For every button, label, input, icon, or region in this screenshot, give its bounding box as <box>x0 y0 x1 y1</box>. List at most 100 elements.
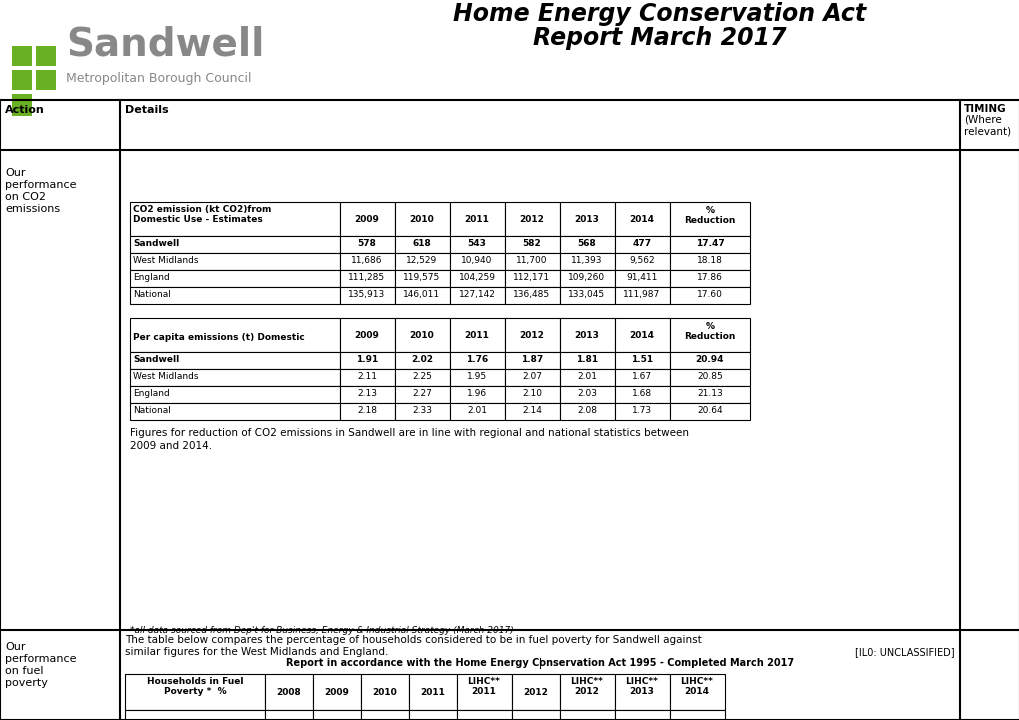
Bar <box>313 710 361 720</box>
Bar <box>394 202 449 236</box>
Text: LIHC**: LIHC** <box>625 677 658 686</box>
Text: 2014: 2014 <box>629 215 654 224</box>
Text: 1.91: 1.91 <box>356 355 378 364</box>
Bar <box>449 202 504 236</box>
Text: Action: Action <box>5 105 45 115</box>
Bar <box>504 253 559 270</box>
Text: 2.33: 2.33 <box>412 406 432 415</box>
Text: 2008: 2008 <box>276 688 301 697</box>
Bar <box>361 710 409 720</box>
Text: 11,686: 11,686 <box>351 256 382 265</box>
Text: 477: 477 <box>632 239 651 248</box>
Text: 21.13: 21.13 <box>696 389 722 398</box>
Bar <box>12 70 32 90</box>
Bar <box>457 674 512 710</box>
Text: Domestic Use - Estimates: Domestic Use - Estimates <box>132 215 263 224</box>
Text: 2010: 2010 <box>372 688 397 697</box>
Text: 2.14: 2.14 <box>522 406 541 415</box>
Bar <box>504 270 559 287</box>
Text: 2009: 2009 <box>355 331 379 340</box>
Bar <box>36 70 56 90</box>
Text: 2.07: 2.07 <box>522 372 541 381</box>
Text: 17.60: 17.60 <box>696 290 722 299</box>
Text: 2.10: 2.10 <box>522 389 541 398</box>
Text: The table below compares the percentage of households considered to be in fuel p: The table below compares the percentage … <box>125 635 701 645</box>
Bar <box>559 253 614 270</box>
Text: on CO2: on CO2 <box>5 192 46 202</box>
Bar <box>669 386 749 403</box>
Text: 2014: 2014 <box>629 331 654 340</box>
Bar <box>394 270 449 287</box>
Bar <box>614 202 669 236</box>
Text: 1.87: 1.87 <box>521 355 542 364</box>
Text: 2012: 2012 <box>574 687 599 696</box>
Bar <box>129 386 339 403</box>
Text: (Where: (Where <box>963 115 1001 125</box>
Bar <box>504 236 559 253</box>
Bar <box>504 318 559 352</box>
Text: 111,987: 111,987 <box>623 290 660 299</box>
Bar <box>512 710 559 720</box>
Text: 109,260: 109,260 <box>568 273 605 282</box>
Text: emissions: emissions <box>5 204 60 214</box>
Text: 2010: 2010 <box>410 331 434 340</box>
Bar <box>129 318 339 352</box>
Bar <box>265 674 313 710</box>
Text: 17.47: 17.47 <box>695 239 723 248</box>
Text: Per capita emissions (t) Domestic: Per capita emissions (t) Domestic <box>132 333 305 342</box>
Text: 2013: 2013 <box>574 215 599 224</box>
Bar <box>125 710 265 720</box>
Bar <box>669 270 749 287</box>
Text: 2011: 2011 <box>420 688 445 697</box>
Text: 2.25: 2.25 <box>412 372 431 381</box>
Bar <box>504 403 559 420</box>
Bar <box>559 369 614 386</box>
Bar <box>559 287 614 304</box>
Text: 543: 543 <box>467 239 486 248</box>
Text: Metropolitan Borough Council: Metropolitan Borough Council <box>66 72 252 85</box>
Text: 2.27: 2.27 <box>412 389 431 398</box>
Bar <box>339 287 394 304</box>
Text: 133,045: 133,045 <box>568 290 605 299</box>
Bar <box>504 352 559 369</box>
Bar <box>559 236 614 253</box>
Bar <box>559 403 614 420</box>
Text: LIHC**: LIHC** <box>680 677 712 686</box>
Bar <box>449 236 504 253</box>
Text: 2012: 2012 <box>523 688 548 697</box>
Bar <box>394 403 449 420</box>
Text: 2013: 2013 <box>574 331 599 340</box>
Text: Our: Our <box>5 642 25 652</box>
Bar <box>361 674 409 710</box>
Text: 146,011: 146,011 <box>404 290 440 299</box>
Text: 2009: 2009 <box>324 688 350 697</box>
Bar <box>559 202 614 236</box>
Text: 17.86: 17.86 <box>696 273 722 282</box>
Text: Report in accordance with the Home Energy Conservation Act 1995 - Completed Marc: Report in accordance with the Home Energ… <box>285 658 793 668</box>
Bar <box>504 386 559 403</box>
Text: 2012: 2012 <box>519 331 544 340</box>
Bar <box>339 318 394 352</box>
Text: 127,142: 127,142 <box>459 290 495 299</box>
Bar <box>504 202 559 236</box>
Bar <box>614 352 669 369</box>
Bar <box>669 710 725 720</box>
Text: performance: performance <box>5 180 76 190</box>
Text: 2009: 2009 <box>355 215 379 224</box>
Text: 2014: 2014 <box>684 687 709 696</box>
Text: Report March 2017: Report March 2017 <box>533 26 786 50</box>
Text: LIHC**: LIHC** <box>570 677 603 686</box>
Bar <box>669 369 749 386</box>
Bar <box>504 287 559 304</box>
Text: 2.08: 2.08 <box>577 406 596 415</box>
Bar <box>669 318 749 352</box>
Text: 9,562: 9,562 <box>629 256 654 265</box>
Bar <box>457 710 512 720</box>
Text: Sandwell: Sandwell <box>66 26 264 64</box>
Text: 1.95: 1.95 <box>467 372 487 381</box>
Bar <box>394 236 449 253</box>
Bar <box>339 202 394 236</box>
Text: CO2 emission (kt CO2)from: CO2 emission (kt CO2)from <box>132 205 271 214</box>
Text: 2012: 2012 <box>519 215 544 224</box>
Text: 20.64: 20.64 <box>697 406 722 415</box>
